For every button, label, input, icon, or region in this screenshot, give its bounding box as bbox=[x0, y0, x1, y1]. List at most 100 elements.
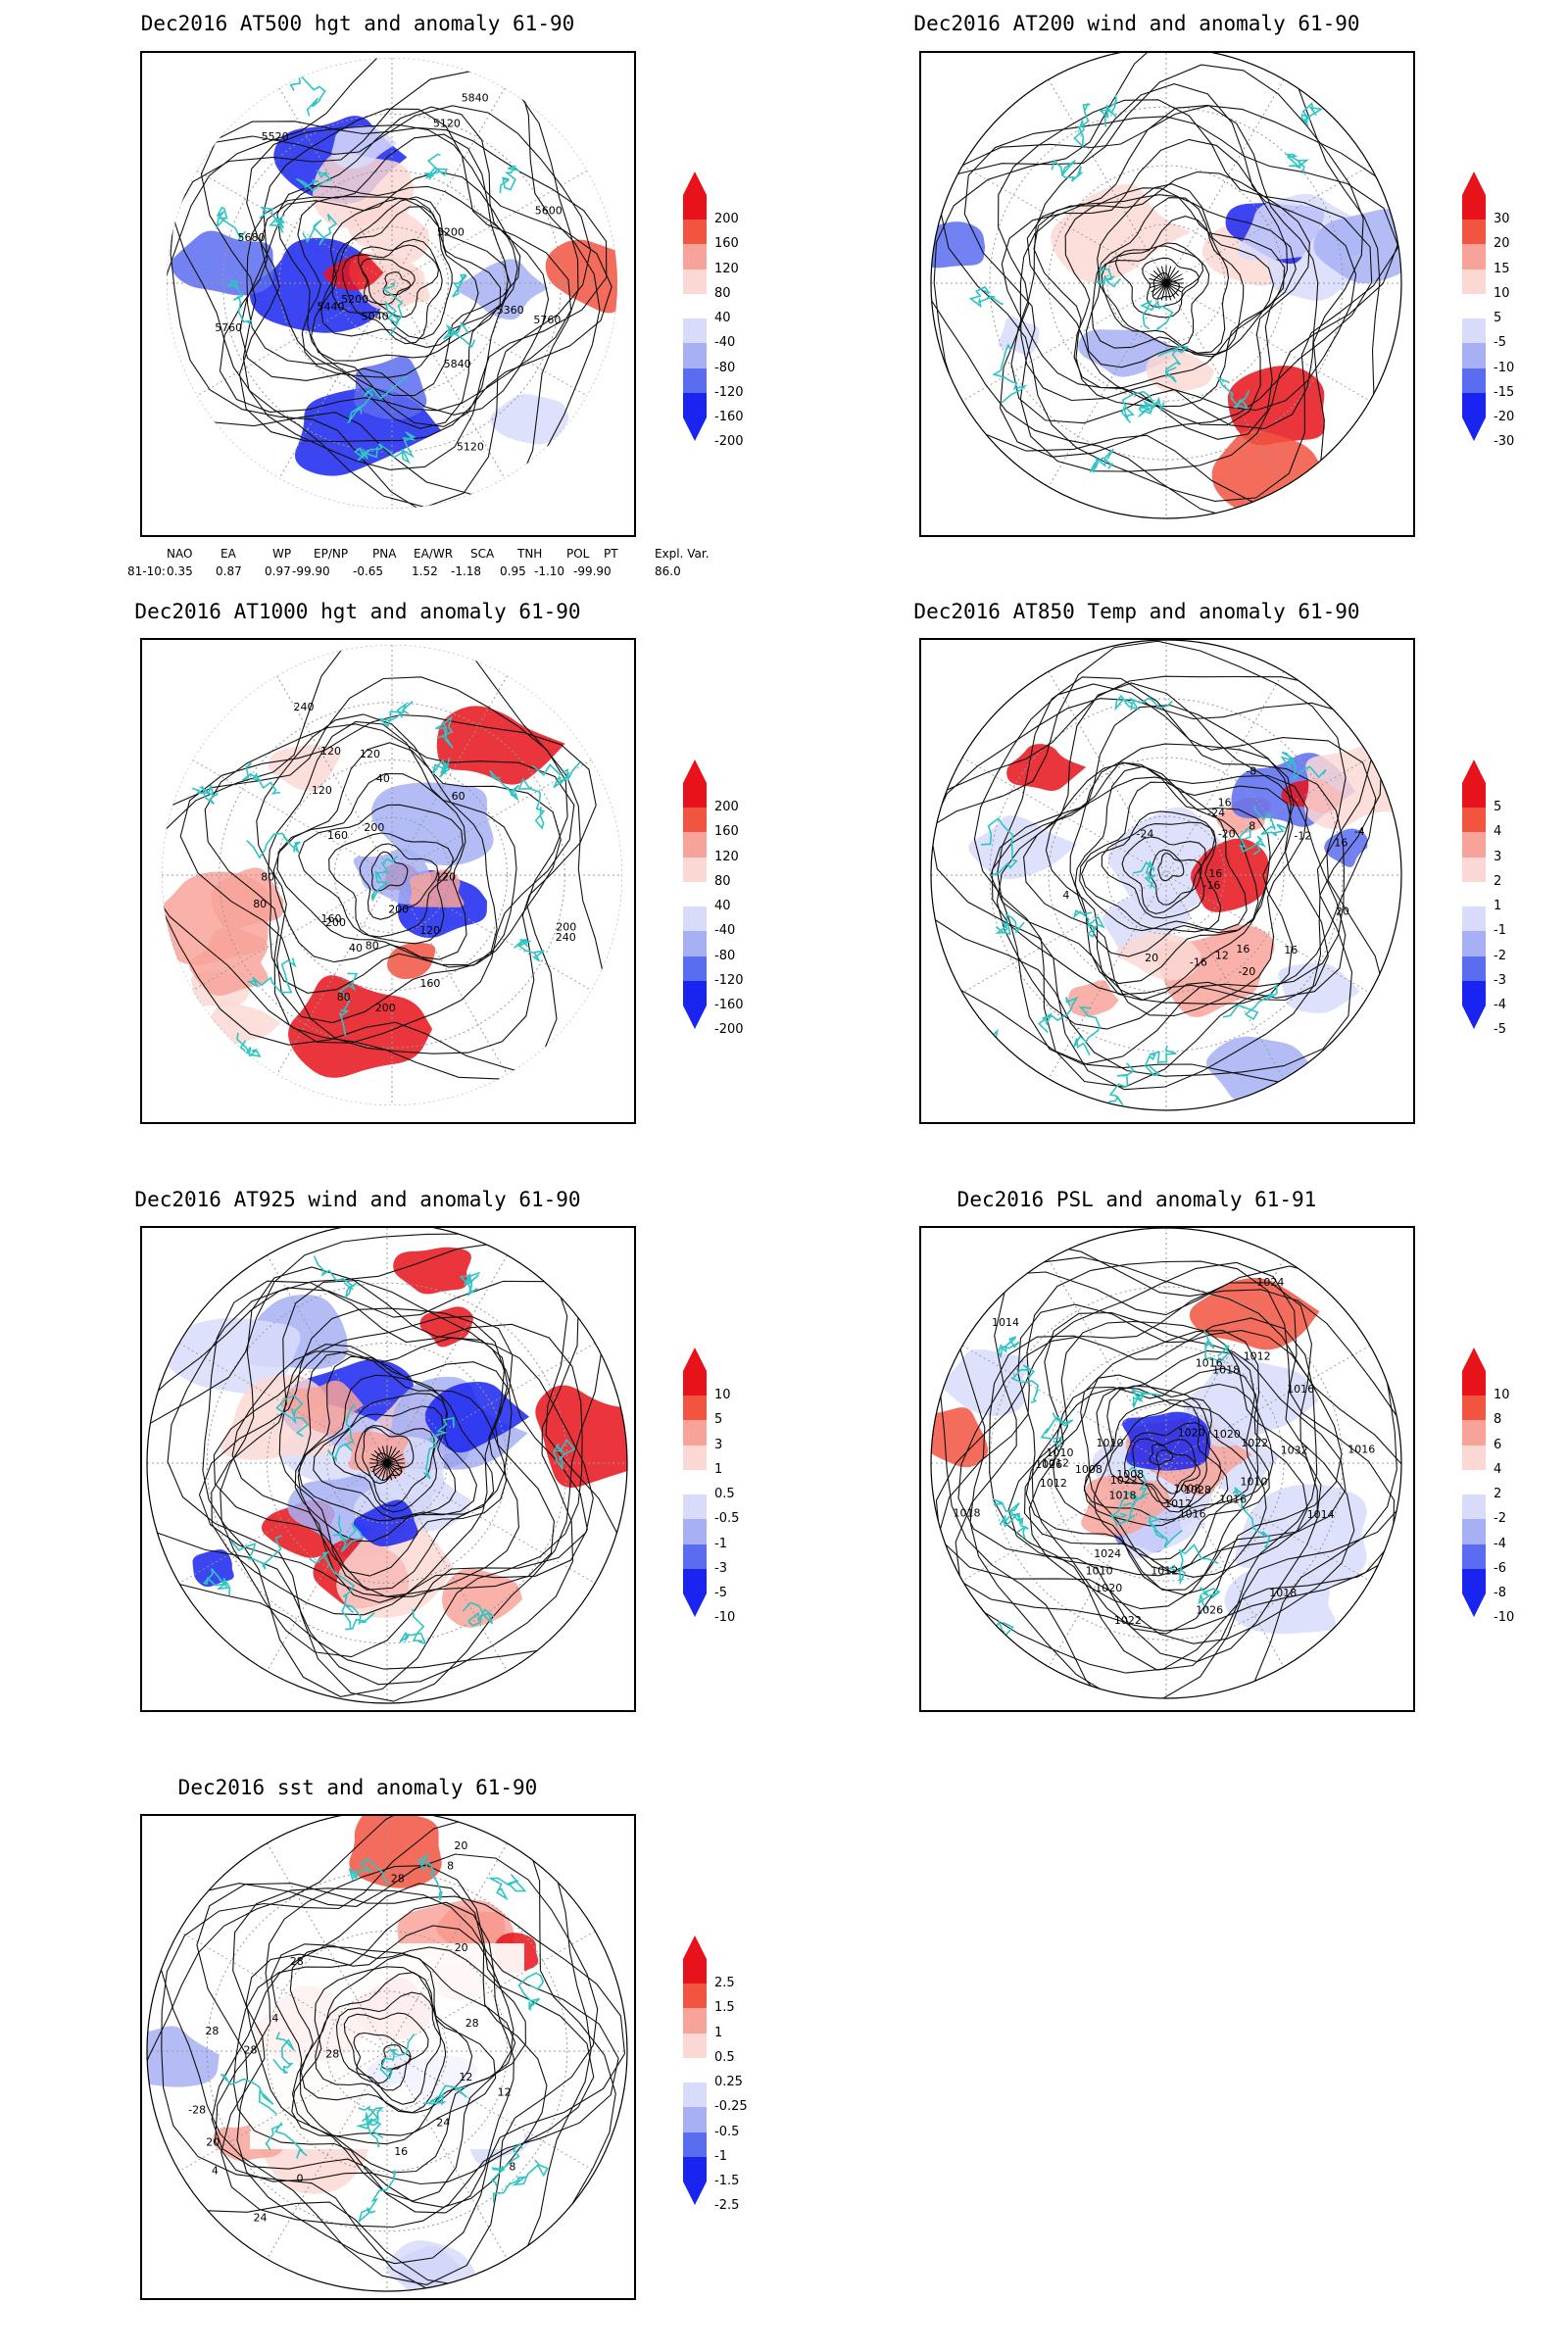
contour-label: 1022 bbox=[1241, 1437, 1268, 1449]
contour-line bbox=[220, 1887, 619, 2229]
colorbar-swatch bbox=[1462, 392, 1486, 418]
contour-label: 120 bbox=[419, 924, 440, 937]
contour-label: 1014 bbox=[1307, 1508, 1335, 1521]
colorbar-label: -1 bbox=[714, 1536, 727, 1551]
colorbar-label: 1.5 bbox=[714, 2000, 735, 2016]
contour-line bbox=[1069, 761, 1271, 985]
coastline bbox=[980, 817, 1018, 877]
colorbar-swatch bbox=[1462, 980, 1486, 1006]
contour-label: 120 bbox=[312, 784, 332, 797]
map-frame: 80 160 200 200 80 120 40 40 80 120 240 200 200 160 160… bbox=[140, 638, 636, 1124]
anomaly-patch bbox=[1227, 366, 1325, 446]
coastline bbox=[259, 206, 285, 233]
contour-line bbox=[331, 206, 453, 340]
contour-label: 5360 bbox=[497, 304, 524, 317]
coastline bbox=[416, 1853, 443, 1901]
colorbar-swatch bbox=[683, 1420, 707, 1446]
contour-label: 1020 bbox=[1213, 1428, 1241, 1441]
pole-singularity bbox=[386, 1453, 403, 1464]
colorbar-swatch bbox=[683, 2008, 707, 2034]
colorbar-label: -5 bbox=[1494, 335, 1506, 351]
contour-label: 28 bbox=[466, 2017, 479, 2030]
contour-label: 5840 bbox=[462, 91, 489, 104]
contour-line bbox=[997, 676, 1346, 1065]
contour-line bbox=[232, 1901, 514, 2214]
colorbar-swatch bbox=[1462, 1568, 1486, 1594]
colorbar-min-arrow bbox=[683, 1005, 707, 1029]
coastline bbox=[490, 2142, 523, 2187]
anomaly-patch bbox=[419, 1306, 473, 1348]
contour-line bbox=[1023, 1330, 1308, 1578]
anomaly-patch bbox=[545, 239, 617, 314]
colorbar-min-arrow bbox=[683, 2181, 707, 2205]
colorbar-label: -2.5 bbox=[714, 2198, 740, 2214]
coastline bbox=[309, 1551, 356, 1613]
colorbar-label: 40 bbox=[714, 899, 731, 914]
anomaly-patch bbox=[1211, 429, 1325, 515]
contour-label: 20 bbox=[1336, 906, 1349, 918]
contour-label: 4 bbox=[1062, 889, 1069, 902]
contour-label: 1016 bbox=[1196, 1356, 1223, 1369]
coastline bbox=[275, 1395, 310, 1438]
pole-singularity bbox=[386, 1462, 393, 1481]
anomaly-patch bbox=[354, 356, 427, 420]
contour-label: 1016 bbox=[1348, 1443, 1375, 1455]
contour-label: 20 bbox=[455, 1941, 468, 1954]
coastline bbox=[265, 2121, 308, 2159]
colorbar-label: 0.5 bbox=[714, 1487, 735, 1502]
colorbar-swatch bbox=[683, 2057, 707, 2083]
contour-line bbox=[1025, 1349, 1267, 1595]
colorbar-label: -1 bbox=[714, 2148, 727, 2164]
colorbar-swatch bbox=[1462, 1519, 1486, 1545]
contour-label: 5760 bbox=[533, 314, 561, 326]
contour-line bbox=[1080, 1374, 1274, 1573]
coastline bbox=[492, 2159, 549, 2204]
colorbar-swatch bbox=[683, 956, 707, 982]
contour-line bbox=[276, 772, 467, 960]
colorbar-swatch bbox=[683, 343, 707, 369]
contour-label: 1010 bbox=[1086, 1565, 1113, 1578]
colorbar-swatch bbox=[1462, 343, 1486, 369]
contour-line bbox=[289, 1945, 516, 2145]
panel-title: Dec2016 PSL and anomaly 61-91 bbox=[956, 1188, 1317, 1211]
streamline bbox=[1091, 197, 1245, 358]
contour-label: 5600 bbox=[535, 204, 563, 217]
streamline bbox=[211, 1279, 588, 1616]
colorbar-swatch bbox=[683, 1519, 707, 1545]
coastline bbox=[1238, 824, 1267, 856]
contour-label: 1026 bbox=[1035, 1458, 1062, 1471]
contour-line bbox=[957, 1282, 1318, 1663]
colorbar-max-arrow bbox=[683, 1936, 707, 1959]
colorbar-label: 10 bbox=[1494, 285, 1510, 301]
colorbar-max-arrow bbox=[683, 172, 707, 195]
colorbar: 30 20 15 10 5 -5 -10 -15 -20 -30 bbox=[1462, 172, 1514, 448]
contour-label: 1016 bbox=[1179, 1507, 1206, 1520]
colorbar-swatch bbox=[683, 2082, 707, 2108]
pole-singularity bbox=[1165, 270, 1180, 284]
meridian-line bbox=[192, 760, 592, 991]
meridian-line bbox=[192, 760, 592, 991]
contour-label: 28 bbox=[205, 2025, 219, 2037]
streamline bbox=[213, 1315, 519, 1598]
colorbar-label: 4 bbox=[1494, 824, 1502, 840]
colorbar-swatch bbox=[1462, 906, 1486, 932]
contour-label: 120 bbox=[360, 748, 380, 760]
colorbar-label: -2 bbox=[1494, 948, 1506, 963]
contour-label: 5840 bbox=[444, 358, 471, 370]
contour-line bbox=[957, 1241, 1401, 1698]
contour-label: 1026 bbox=[1196, 1604, 1223, 1617]
map-frame bbox=[140, 1226, 636, 1712]
colorbar-label: 3 bbox=[1494, 849, 1502, 864]
contour-label: 1016 bbox=[1287, 1383, 1314, 1396]
anomaly-patch bbox=[1189, 1278, 1320, 1350]
streamline bbox=[1033, 194, 1297, 408]
index-header: POL bbox=[566, 547, 590, 561]
pole-singularity bbox=[386, 1462, 401, 1477]
contour-line bbox=[200, 121, 608, 470]
anomaly-patch bbox=[490, 393, 569, 445]
streamline bbox=[1001, 138, 1289, 440]
colorbar-swatch bbox=[683, 244, 707, 270]
contour-label: 1008 bbox=[1075, 1463, 1102, 1476]
coastline bbox=[995, 912, 1025, 936]
contour-label: -20 bbox=[1238, 965, 1255, 978]
